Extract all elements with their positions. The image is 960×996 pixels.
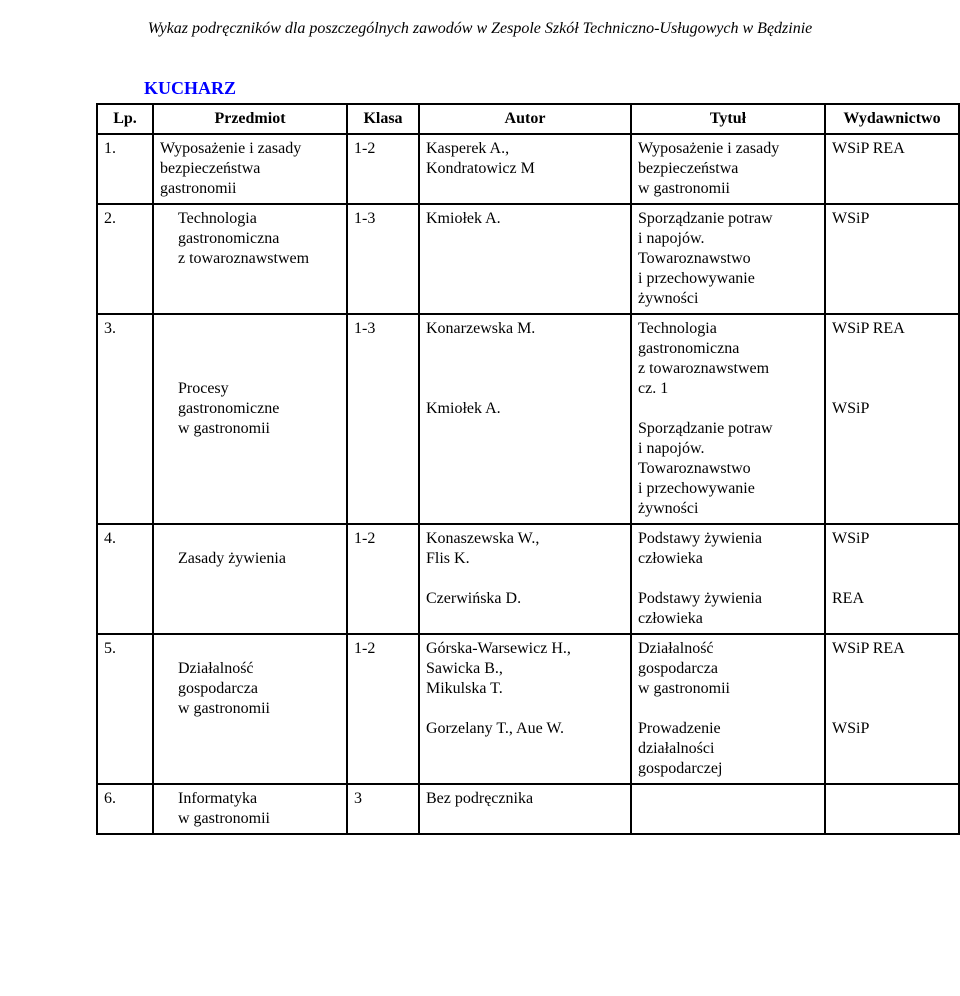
document-title: Wykaz podręczników dla poszczególnych za… [96, 20, 864, 38]
table-header-row: Lp. Przedmiot Klasa Autor Tytuł Wydawnic… [97, 104, 959, 134]
cell-lp: 6. [97, 784, 153, 834]
table-row: 2.Technologia gastronomiczna z towarozna… [97, 204, 959, 314]
cell-tytul: Technologia gastronomiczna z towaroznaws… [631, 314, 825, 524]
cell-autor: Konaszewska W., Flis K. Czerwińska D. [419, 524, 631, 634]
cell-lp: 4. [97, 524, 153, 634]
table-row: 6.Informatyka w gastronomii3Bez podręczn… [97, 784, 959, 834]
cell-klasa: 1-2 [347, 524, 419, 634]
cell-tytul: Działalność gospodarcza w gastronomii Pr… [631, 634, 825, 784]
cell-autor: Kmiołek A. [419, 204, 631, 314]
cell-tytul: Sporządzanie potraw i napojów. Towarozna… [631, 204, 825, 314]
cell-lp: 3. [97, 314, 153, 524]
page: Wykaz podręczników dla poszczególnych za… [0, 0, 960, 996]
cell-tytul: Podstawy żywienia człowieka Podstawy żyw… [631, 524, 825, 634]
col-header-autor: Autor [419, 104, 631, 134]
col-header-tytul: Tytuł [631, 104, 825, 134]
cell-lp: 5. [97, 634, 153, 784]
cell-autor: Kasperek A., Kondratowicz M [419, 134, 631, 204]
table-row: 5. Działalność gospodarcza w gastronomii… [97, 634, 959, 784]
cell-klasa: 1-2 [347, 134, 419, 204]
section-heading: KUCHARZ [144, 78, 864, 99]
textbook-table: Lp. Przedmiot Klasa Autor Tytuł Wydawnic… [96, 103, 960, 835]
table-row: 4. Zasady żywienia1-2Konaszewska W., Fli… [97, 524, 959, 634]
col-header-lp: Lp. [97, 104, 153, 134]
cell-przedmiot: Wyposażenie i zasady bezpieczeństwa gast… [153, 134, 347, 204]
cell-tytul: Wyposażenie i zasady bezpieczeństwa w ga… [631, 134, 825, 204]
cell-autor: Bez podręcznika [419, 784, 631, 834]
cell-przedmiot: Procesy gastronomiczne w gastronomii [153, 314, 347, 524]
cell-klasa: 1-3 [347, 204, 419, 314]
cell-klasa: 1-3 [347, 314, 419, 524]
col-header-klasa: Klasa [347, 104, 419, 134]
col-header-przedmiot: Przedmiot [153, 104, 347, 134]
cell-autor: Konarzewska M. Kmiołek A. [419, 314, 631, 524]
col-header-wydawnictwo: Wydawnictwo [825, 104, 959, 134]
cell-przedmiot: Technologia gastronomiczna z towaroznaws… [153, 204, 347, 314]
cell-klasa: 1-2 [347, 634, 419, 784]
cell-klasa: 3 [347, 784, 419, 834]
cell-wydawnictwo: WSiP REA WSiP [825, 634, 959, 784]
cell-wydawnictwo: WSiP REA [825, 524, 959, 634]
cell-przedmiot: Działalność gospodarcza w gastronomii [153, 634, 347, 784]
table-row: 3. Procesy gastronomiczne w gastronomii1… [97, 314, 959, 524]
cell-wydawnictwo: WSiP REA [825, 134, 959, 204]
cell-autor: Górska-Warsewicz H., Sawicka B., Mikulsk… [419, 634, 631, 784]
cell-przedmiot: Informatyka w gastronomii [153, 784, 347, 834]
cell-tytul [631, 784, 825, 834]
cell-lp: 1. [97, 134, 153, 204]
table-row: 1.Wyposażenie i zasady bezpieczeństwa ga… [97, 134, 959, 204]
cell-lp: 2. [97, 204, 153, 314]
cell-wydawnictwo: WSiP [825, 204, 959, 314]
cell-przedmiot: Zasady żywienia [153, 524, 347, 634]
cell-wydawnictwo [825, 784, 959, 834]
cell-wydawnictwo: WSiP REA WSiP [825, 314, 959, 524]
table-body: 1.Wyposażenie i zasady bezpieczeństwa ga… [97, 134, 959, 834]
